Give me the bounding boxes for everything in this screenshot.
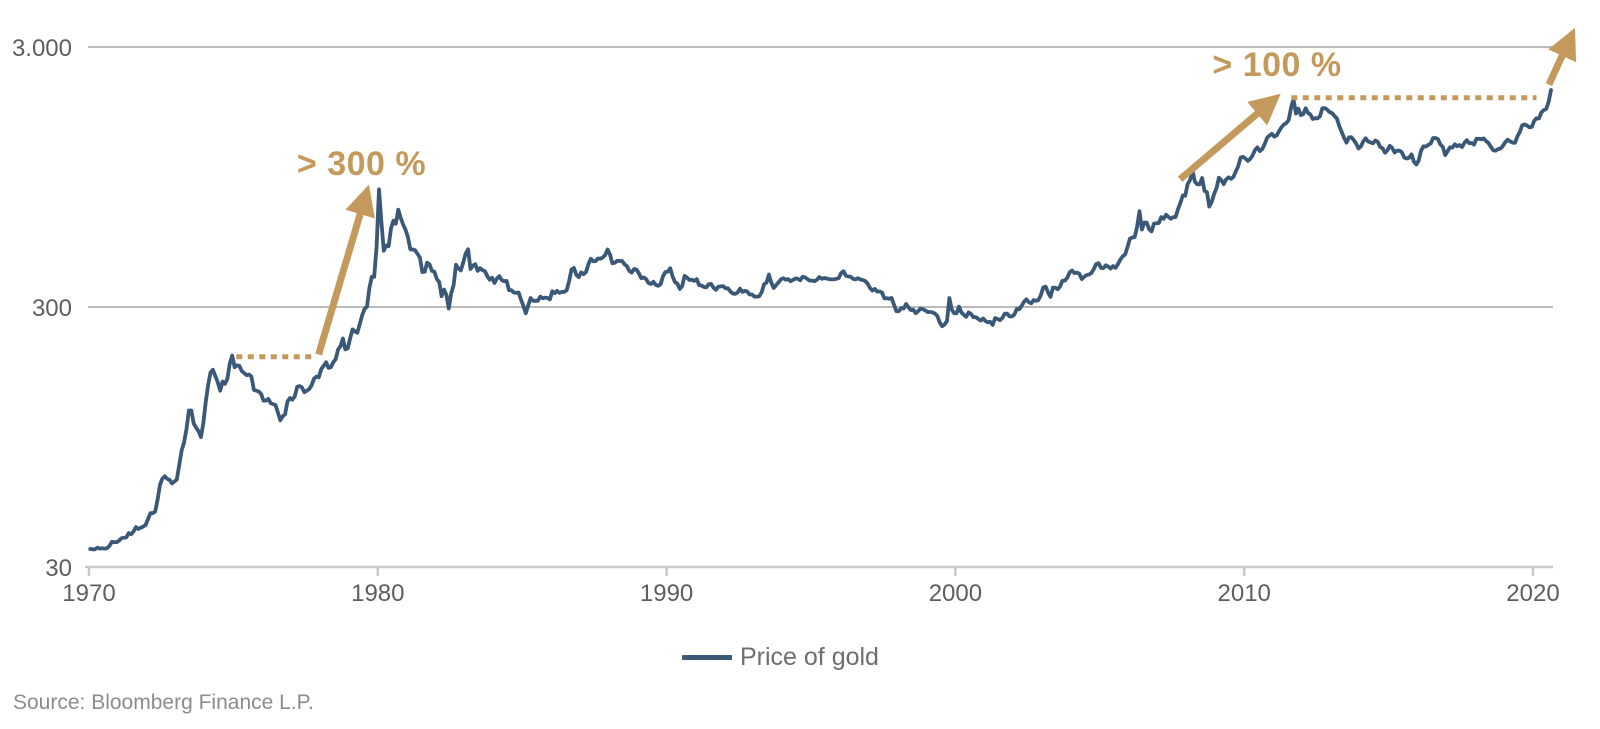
x-tick-label: 2000	[929, 580, 982, 607]
legend-label: Price of gold	[740, 642, 879, 671]
annotation-arrow-3	[1545, 27, 1577, 87]
legend-line-swatch	[682, 654, 732, 660]
annotation-arrow-1	[315, 184, 375, 356]
price-of-gold-line	[88, 88, 1553, 552]
x-tick-label: 1990	[640, 580, 693, 607]
y-tick-label: 300	[32, 295, 72, 322]
source-note: Source: Bloomberg Finance L.P.	[13, 691, 314, 714]
x-tick-label: 1980	[351, 580, 404, 607]
y-tick-label: 30	[45, 555, 72, 582]
y-tick-label: 3.000	[12, 35, 72, 62]
annotation-arrow-2	[1177, 93, 1281, 182]
x-tick-label: 2010	[1218, 580, 1271, 607]
x-tick-label: 1970	[62, 580, 115, 607]
annotation-label-2: > 100 %	[1212, 46, 1341, 84]
annotation-label-1: > 300 %	[297, 145, 426, 183]
legend: Price of gold	[682, 642, 879, 671]
x-tick-label: 2020	[1506, 580, 1559, 607]
